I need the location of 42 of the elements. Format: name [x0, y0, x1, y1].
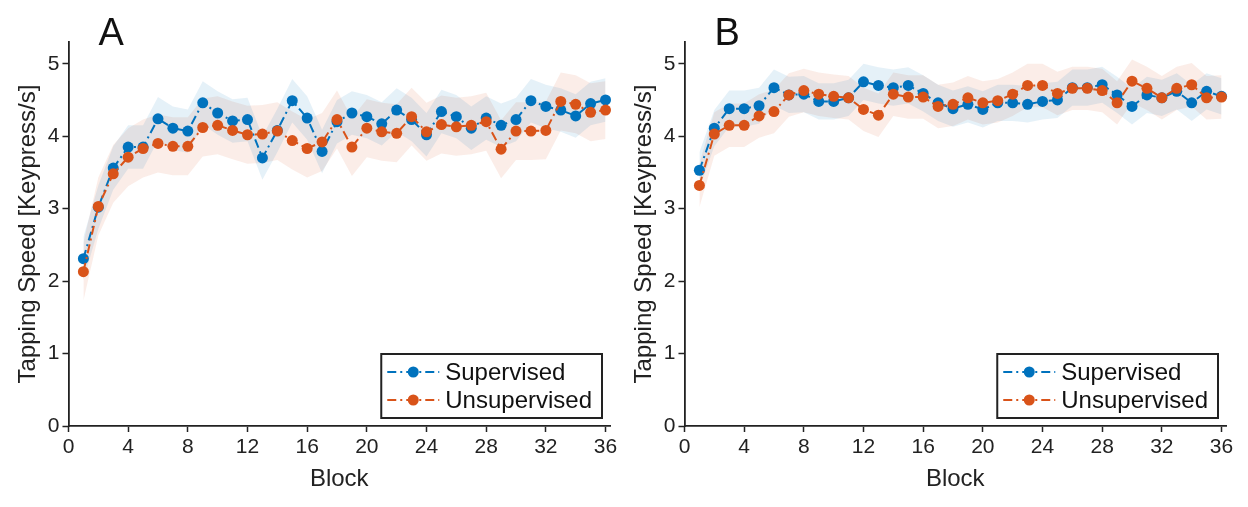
x-tick-label: 0	[62, 434, 75, 458]
y-tick-label: 3	[663, 195, 676, 219]
y-tick-label: 5	[663, 50, 676, 74]
y-tick-label: 1	[663, 340, 676, 364]
x-tick-label: 4	[738, 434, 751, 458]
legend-label: Unsupervised	[445, 385, 593, 413]
x-tick-label: 8	[797, 434, 810, 458]
x-tick-label: 16	[911, 434, 935, 458]
y-tick-label: 5	[47, 50, 60, 74]
y-axis-title: Tapping Speed [Keypress/s]	[629, 84, 657, 384]
x-tick-label: 28	[474, 434, 498, 458]
chart-title: B	[714, 11, 740, 54]
x-tick-label: 16	[295, 434, 319, 458]
chart-title: A	[98, 11, 125, 54]
x-tick-label: 8	[181, 434, 194, 458]
x-tick-label: 12	[235, 434, 260, 458]
x-tick-label: 12	[851, 434, 876, 458]
x-tick-label: 36	[1209, 434, 1234, 458]
y-axis-title: Tapping Speed [Keypress/s]	[13, 84, 41, 384]
y-tick-label: 2	[47, 267, 60, 291]
x-axis-title: Block	[309, 464, 370, 492]
x-tick-label: 36	[593, 434, 618, 458]
y-tick-label: 4	[47, 122, 60, 146]
x-axis-title: Block	[925, 464, 986, 492]
y-tick-label: 3	[47, 195, 60, 219]
x-tick-label: 28	[1090, 434, 1114, 458]
y-tick-label: 1	[47, 340, 60, 364]
legend-label: Supervised	[1061, 357, 1182, 385]
x-tick-label: 24	[414, 434, 439, 458]
y-tick-label: 0	[47, 412, 60, 436]
legend-label: Unsupervised	[1061, 385, 1209, 413]
legend-label: Supervised	[445, 357, 566, 385]
y-tick-label: 0	[663, 412, 676, 436]
x-tick-label: 0	[678, 434, 691, 458]
x-tick-label: 20	[355, 434, 379, 458]
y-tick-label: 4	[663, 122, 676, 146]
x-tick-label: 20	[971, 434, 995, 458]
x-tick-label: 24	[1030, 434, 1055, 458]
x-tick-label: 32	[1150, 434, 1174, 458]
x-tick-label: 32	[534, 434, 558, 458]
y-tick-label: 2	[663, 267, 676, 291]
x-tick-label: 4	[122, 434, 135, 458]
